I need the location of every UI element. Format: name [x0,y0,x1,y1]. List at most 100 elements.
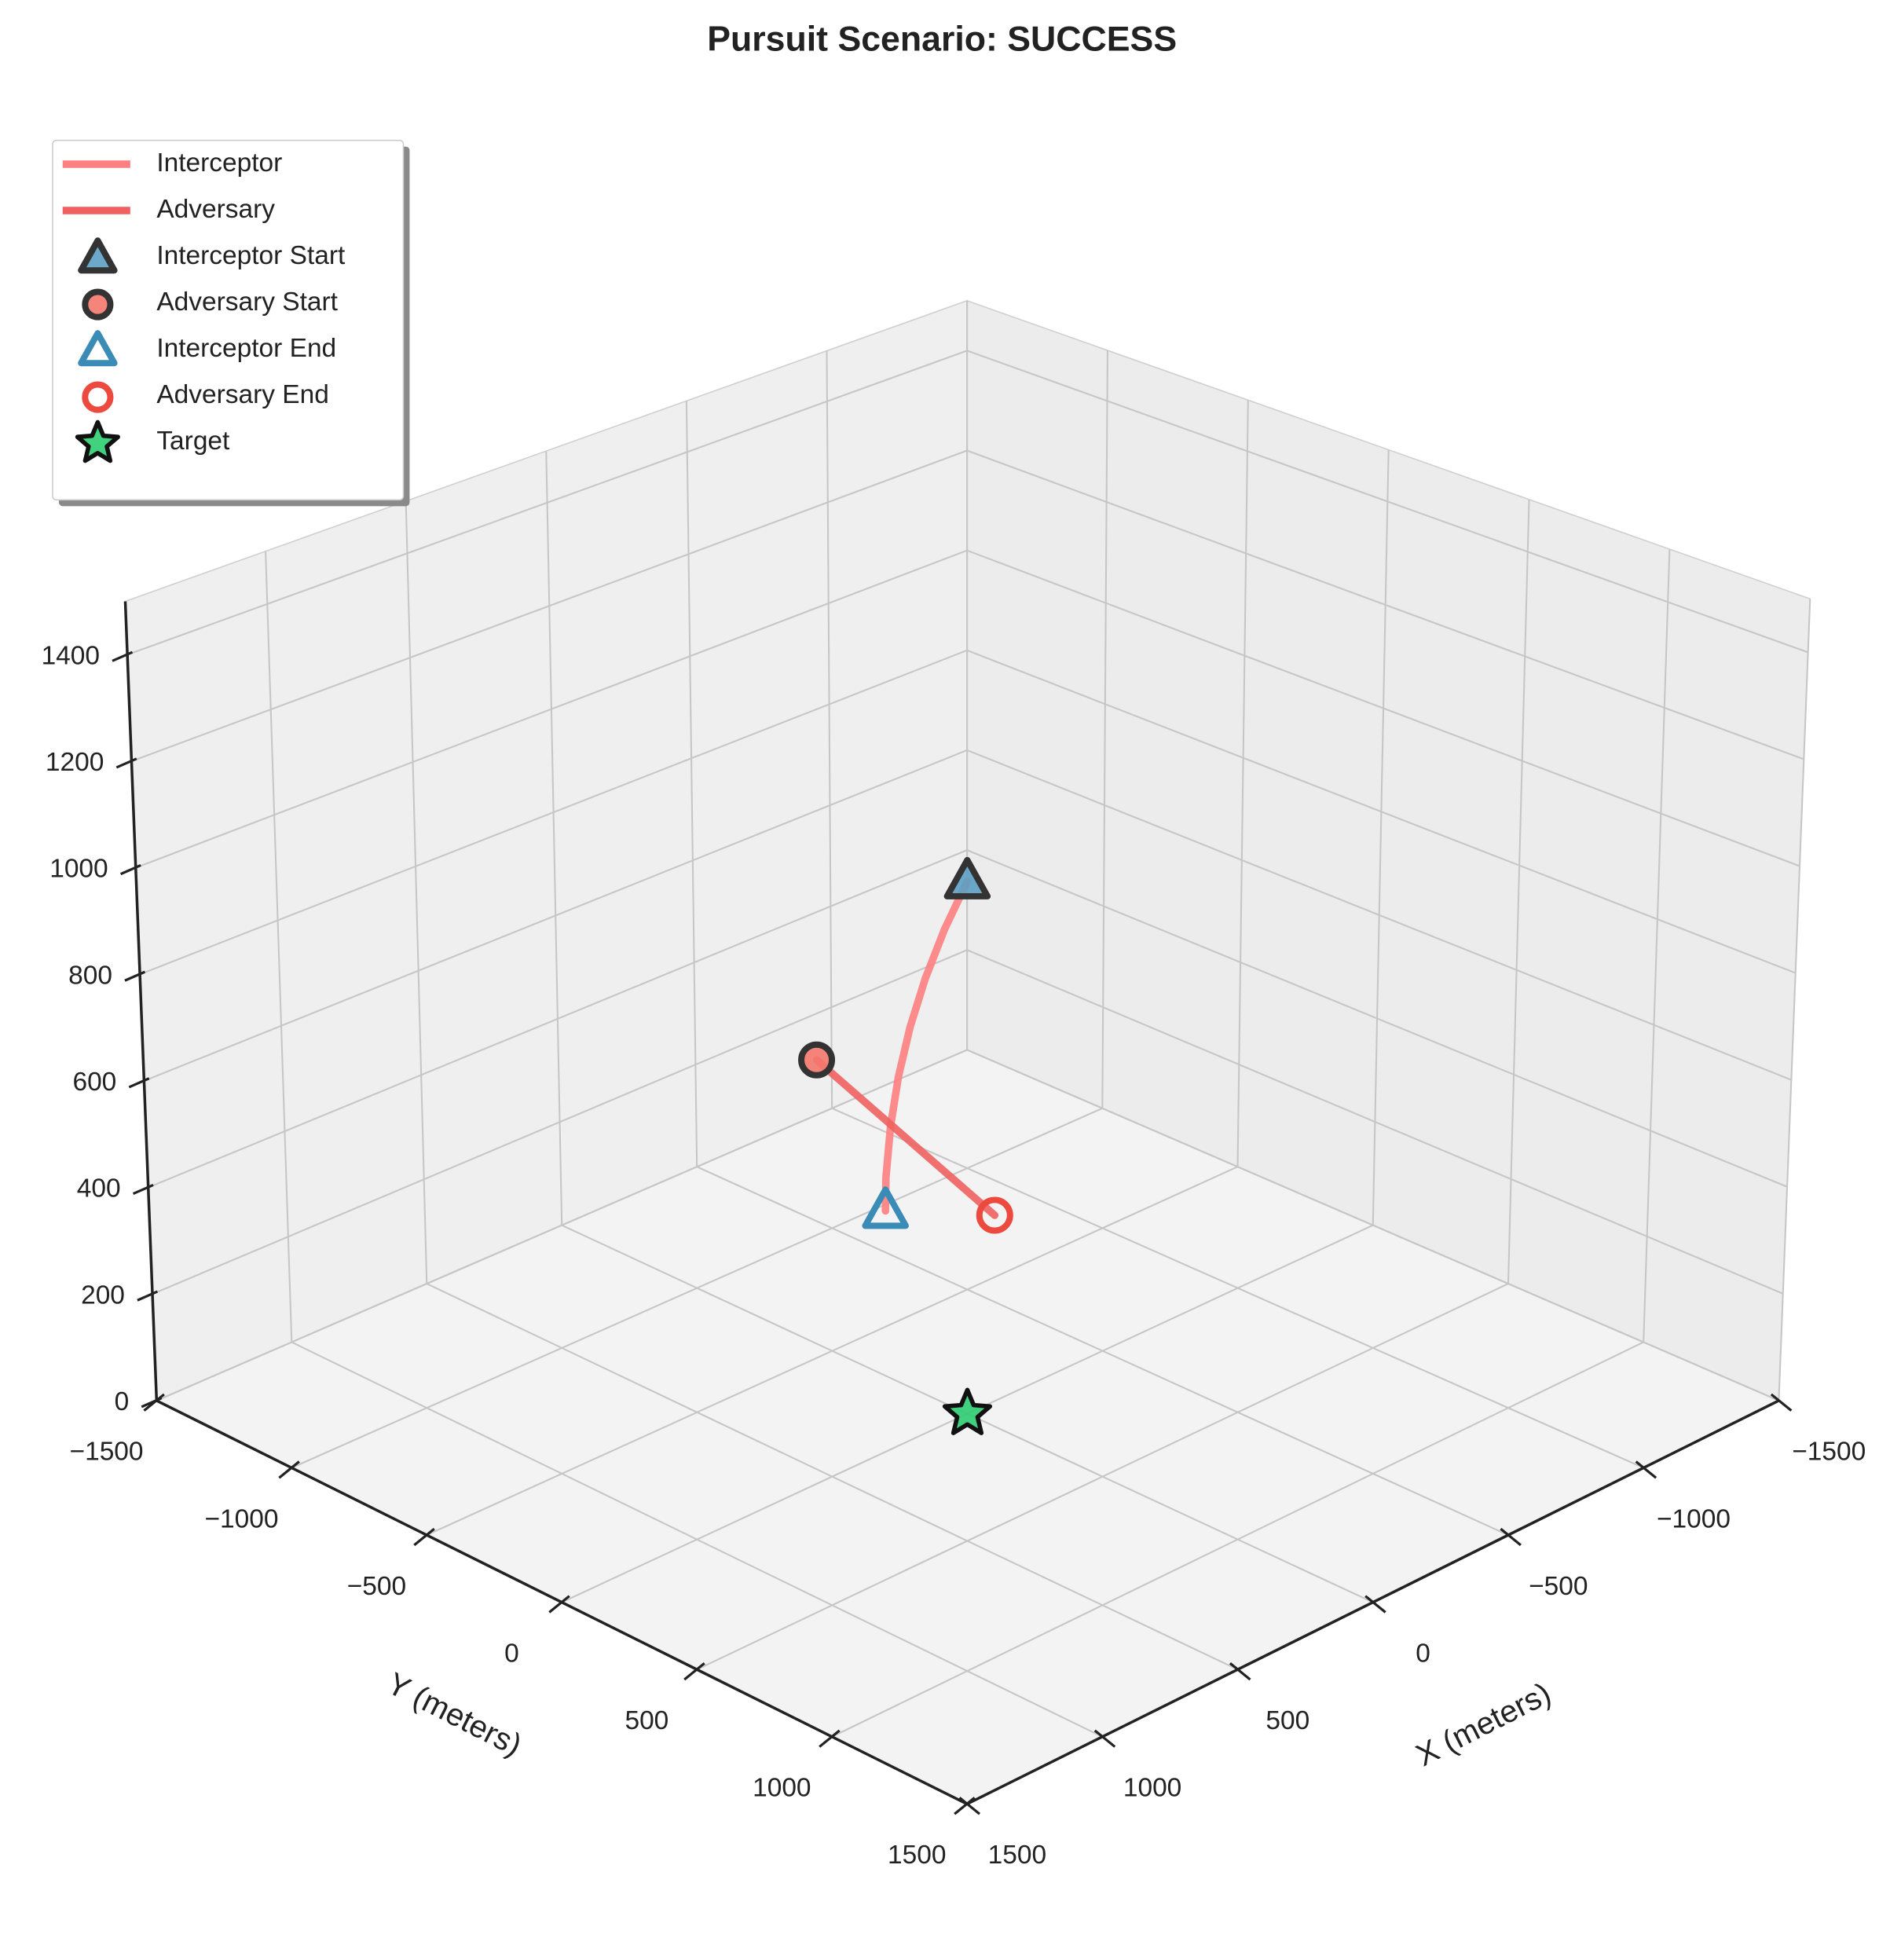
marker-star [942,1387,993,1435]
marker-triangle [943,856,991,899]
marker-circle [82,381,114,413]
x-tick-label: 500 [1265,1706,1309,1735]
x-tick-label: 1500 [988,1841,1046,1870]
marker-star [75,419,120,463]
grid-line [966,649,1797,974]
y-tick [548,1595,570,1614]
grid-line [1778,599,1811,1401]
grid-line [1101,350,1108,1108]
z-tick-label: 800 [68,961,112,990]
x-tick-label: 1000 [1123,1774,1181,1803]
z-tick [128,1077,150,1089]
legend-label: Adversary [156,195,275,224]
z-tick [115,757,137,769]
grid-line [966,1049,1779,1401]
grid-line [545,451,563,1225]
z-tick [124,970,146,982]
grid-line [291,1107,1103,1469]
grid-line [144,749,968,1082]
grid-line [1236,400,1249,1167]
trajectory [812,1056,999,1219]
z-tick [137,1290,159,1302]
y-tick [683,1662,705,1681]
legend-label: Interceptor End [156,334,336,363]
grid-line [265,551,293,1343]
legend-box [52,139,405,501]
grid-line [405,500,428,1284]
grid-line [156,1049,968,1401]
x-tick [1770,1393,1793,1412]
marker-triangle [862,1186,909,1229]
grid-line [139,649,968,976]
legend-label: Adversary End [156,380,329,409]
grid-line [148,849,968,1189]
marker-circle [976,1196,1013,1234]
chart-title: Pursuit Scenario: SUCCESS [707,20,1177,58]
x-tick-label: −1000 [1657,1504,1731,1533]
grid-line [826,350,833,1108]
y-tick-label: −500 [347,1572,406,1601]
grid-line [966,949,1784,1295]
x-tick-label: −1500 [1792,1438,1866,1467]
grid-line [966,849,1788,1188]
x-tick [958,1797,981,1815]
y-tick-label: 0 [504,1639,519,1668]
x-tick-label: 0 [1416,1639,1430,1668]
grid-line [1372,449,1390,1225]
y-tick-label: −1500 [70,1438,144,1467]
grid-line [831,1341,1644,1738]
z-tick-label: 1000 [49,855,108,884]
x-tick [1364,1595,1386,1614]
grid-line [131,449,968,762]
marker-triangle [78,330,118,367]
grid-line [685,401,698,1167]
z-tick [141,1397,163,1409]
z-tick-label: 1400 [42,641,100,670]
grid-line [966,449,1804,760]
grid-line [126,350,968,656]
y-tick-label: 1500 [888,1841,946,1870]
x-tick [1229,1662,1251,1681]
z-tick [119,863,141,876]
z-tick-label: 200 [81,1280,125,1310]
grid-line [1507,499,1530,1284]
y-tick-label: −1000 [204,1504,278,1533]
grid-line [966,749,1792,1081]
legend: Interceptor Adversary Interceptor Start Adv… [52,139,410,507]
y-axis-label: Y (meters) [382,1666,527,1763]
z-tick [132,1183,154,1196]
grid-line [426,1166,1238,1537]
legend-label: Interceptor [156,148,282,178]
x-tick [1093,1729,1116,1748]
y-tick [954,1797,976,1815]
grid-line [966,549,1800,867]
grid-line [1643,549,1671,1343]
x-tick [1635,1460,1657,1479]
legend-label: Adversary Start [156,288,338,317]
grid-line [696,1283,1509,1671]
legend-label: Interceptor Start [156,241,346,270]
z-tick-label: 600 [72,1068,116,1097]
grid-line [152,949,968,1295]
z-axis [123,601,159,1401]
plot-area [798,856,1013,1435]
z-tick [112,650,134,662]
marker-triangle [78,237,118,274]
trajectory [881,877,972,1215]
grid-line [135,549,968,869]
y-tick [413,1527,435,1547]
z-tick-label: 0 [115,1387,130,1416]
legend-label: Target [156,427,230,456]
y-tick-label: 1000 [753,1774,811,1803]
x-tick [1500,1527,1522,1547]
x-axis-label: X (meters) [1411,1676,1557,1773]
y-tick [278,1460,300,1479]
grid-line [966,350,1808,654]
y-tick [819,1729,841,1748]
y-tick-label: 500 [625,1706,668,1735]
z-tick-label: 400 [77,1174,121,1203]
x-tick-label: −500 [1529,1572,1588,1601]
z-tick-label: 1200 [46,748,104,777]
marker-circle [798,1041,836,1079]
